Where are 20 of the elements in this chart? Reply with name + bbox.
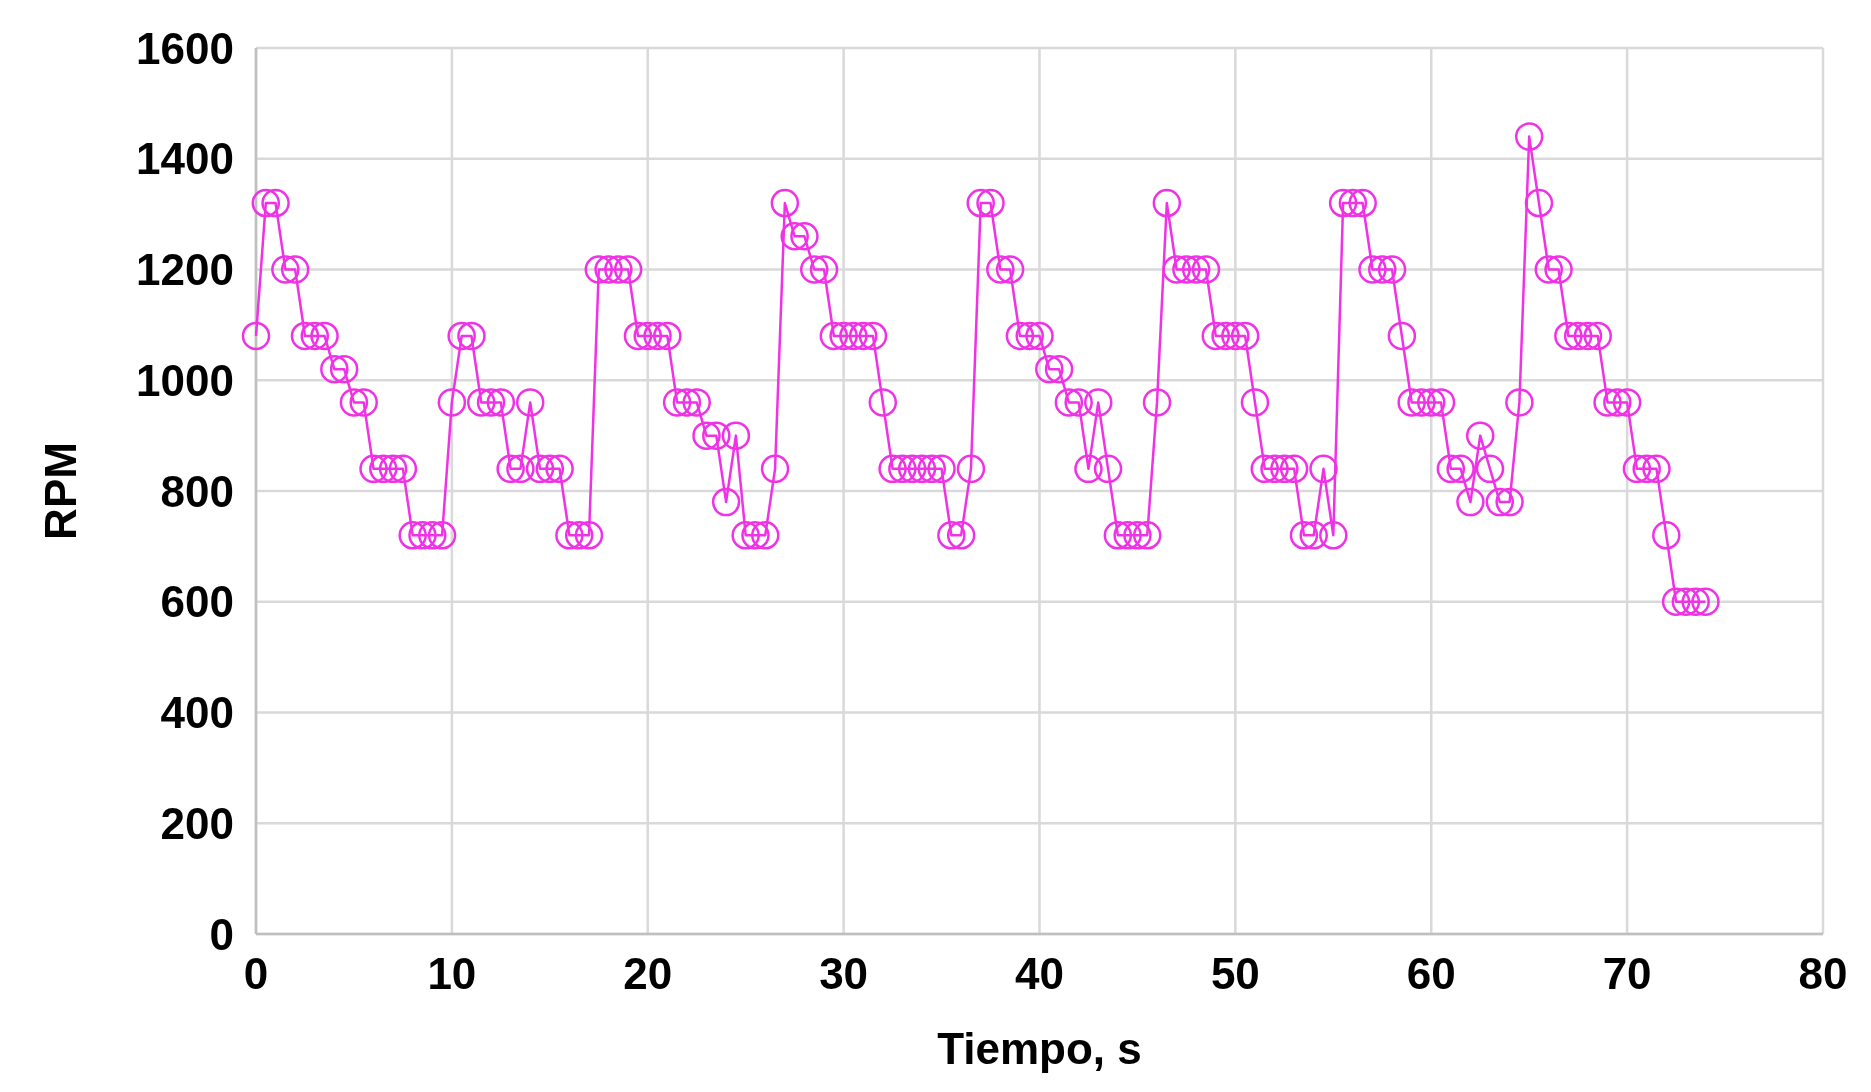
- y-tick-label: 1000: [136, 355, 234, 405]
- y-tick-label: 1600: [136, 23, 234, 73]
- y-tick-label: 1200: [136, 245, 234, 294]
- y-tick-label: 600: [160, 577, 234, 627]
- x-tick-label: 60: [1406, 949, 1456, 998]
- x-axis-title: Tiempo, s: [937, 1024, 1142, 1073]
- x-tick-label: 20: [623, 949, 673, 998]
- x-tick-label: 0: [243, 949, 269, 998]
- x-tick-label: 40: [1015, 949, 1064, 998]
- x-tick-label: 10: [427, 949, 477, 998]
- x-tick-label: 30: [819, 949, 869, 998]
- y-axis-title: RPM: [36, 442, 85, 540]
- y-tick-label: 400: [160, 688, 234, 737]
- x-tick-label: 50: [1210, 949, 1260, 998]
- y-tick-label: 1400: [136, 134, 234, 184]
- y-tick-label: 0: [209, 909, 234, 959]
- x-tick-label: 70: [1602, 949, 1652, 998]
- y-tick-label: 800: [160, 466, 234, 516]
- y-tick-label: 200: [160, 798, 234, 848]
- x-tick-label: 80: [1798, 949, 1848, 998]
